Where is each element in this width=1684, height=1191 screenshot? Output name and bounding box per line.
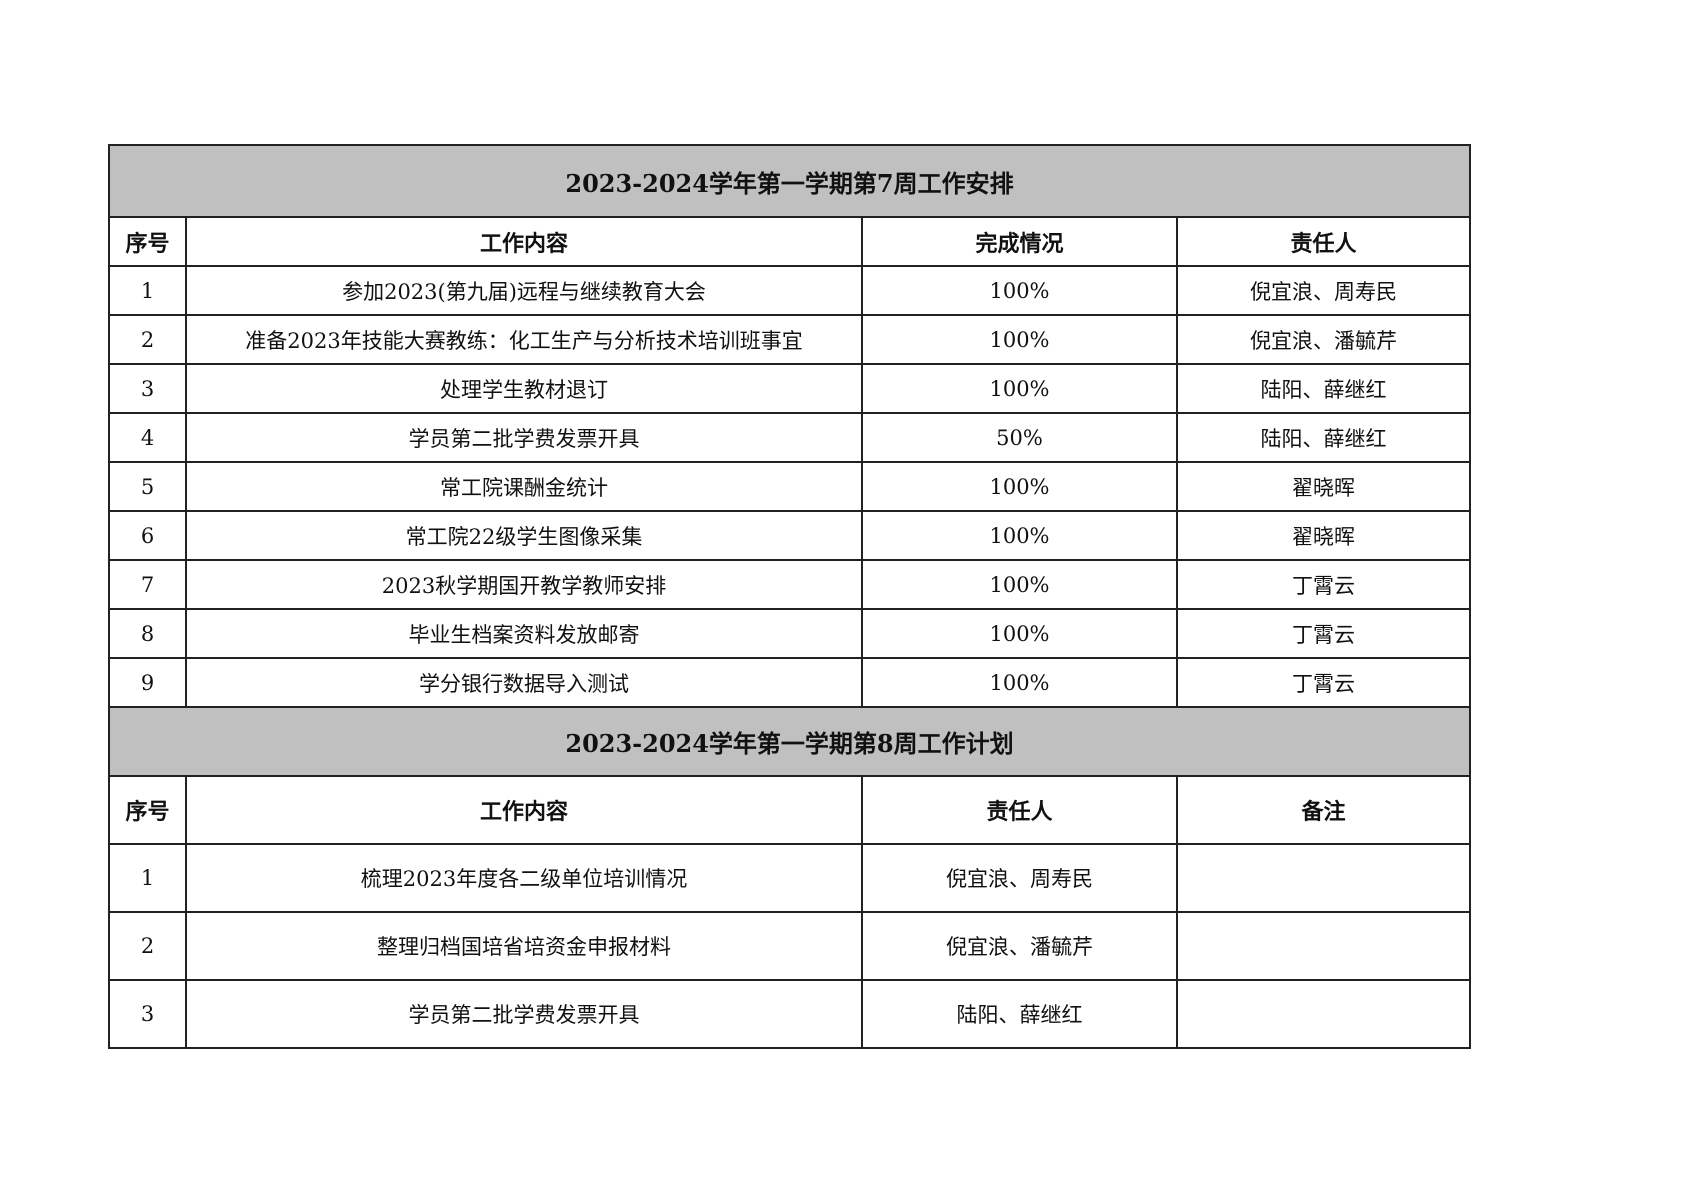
column-header: 责任人 — [861, 775, 1178, 845]
table-row: 5 常工院课酬金统计 100% 翟晓晖 — [108, 461, 1472, 512]
week8-header-row: 序号 工作内容 责任人 备注 — [108, 775, 1472, 845]
week8-title-row: 2023-2024学年第一学期第8周工作计划 — [107, 706, 1472, 777]
table-cell: 8 — [108, 608, 187, 659]
table-row: 3 学员第二批学费发票开具 陆阳、薛继红 — [108, 979, 1472, 1049]
table-cell: 陆阳、薛继红 — [1175, 363, 1472, 414]
table-cell: 100% — [861, 265, 1178, 316]
table-row: 2 整理归档国培省培资金申报材料 倪宜浪、潘毓芹 — [108, 911, 1472, 981]
table-row: 9 学分银行数据导入测试 100% 丁霄云 — [108, 657, 1472, 708]
table-row: 2 准备2023年技能大赛教练：化工生产与分析技术培训班事宜 100% 倪宜浪、潘毓芹 — [108, 314, 1472, 365]
table-cell: 倪宜浪、周寿民 — [1175, 265, 1472, 316]
table-cell: 1 — [108, 843, 187, 913]
table-cell: 学员第二批学费发票开具 — [185, 979, 863, 1049]
table-cell: 100% — [861, 657, 1178, 708]
table-cell: 倪宜浪、周寿民 — [861, 843, 1178, 913]
table-cell: 丁霄云 — [1175, 608, 1472, 659]
table-cell — [1175, 843, 1472, 913]
table-cell: 3 — [108, 363, 187, 414]
table-cell: 100% — [861, 559, 1178, 610]
table-cell: 1 — [108, 265, 187, 316]
column-header: 备注 — [1175, 775, 1472, 845]
table-row: 1 参加2023(第九届)远程与继续教育大会 100% 倪宜浪、周寿民 — [108, 265, 1472, 316]
work-schedule-table: 2023-2024学年第一学期第7周工作安排 序号 工作内容 完成情况 责任人 1 参加20… — [107, 144, 1472, 1049]
section-title: 2023-2024学年第一学期第7周工作安排 — [107, 144, 1472, 218]
table-cell: 学分银行数据导入测试 — [185, 657, 863, 708]
table-row: 1 梳理2023年度各二级单位培训情况 倪宜浪、周寿民 — [108, 843, 1472, 913]
table-cell — [1175, 911, 1472, 981]
table-cell: 5 — [108, 461, 187, 512]
table-cell: 常工院22级学生图像采集 — [185, 510, 863, 561]
table-cell: 参加2023(第九届)远程与继续教育大会 — [185, 265, 863, 316]
table-cell: 2 — [108, 911, 187, 981]
column-header: 工作内容 — [185, 216, 863, 267]
table-cell: 100% — [861, 510, 1178, 561]
table-cell: 倪宜浪、潘毓芹 — [861, 911, 1178, 981]
table-row: 6 常工院22级学生图像采集 100% 翟晓晖 — [108, 510, 1472, 561]
table-cell: 100% — [861, 461, 1178, 512]
table-cell: 倪宜浪、潘毓芹 — [1175, 314, 1472, 365]
column-header: 序号 — [108, 775, 187, 845]
column-header: 序号 — [108, 216, 187, 267]
table-cell: 7 — [108, 559, 187, 610]
table-row: 7 2023秋学期国开教学教师安排 100% 丁霄云 — [108, 559, 1472, 610]
table-cell: 4 — [108, 412, 187, 463]
table-cell: 翟晓晖 — [1175, 461, 1472, 512]
table-cell: 丁霄云 — [1175, 657, 1472, 708]
week7-header-row: 序号 工作内容 完成情况 责任人 — [108, 216, 1472, 267]
table-row: 3 处理学生教材退订 100% 陆阳、薛继红 — [108, 363, 1472, 414]
table-cell: 3 — [108, 979, 187, 1049]
table-cell: 处理学生教材退订 — [185, 363, 863, 414]
week7-title-row: 2023-2024学年第一学期第7周工作安排 — [107, 144, 1472, 218]
table-cell: 50% — [861, 412, 1178, 463]
table-cell: 2 — [108, 314, 187, 365]
table-cell: 翟晓晖 — [1175, 510, 1472, 561]
table-cell: 100% — [861, 314, 1178, 365]
column-header: 工作内容 — [185, 775, 863, 845]
table-cell: 100% — [861, 363, 1178, 414]
table-row: 8 毕业生档案资料发放邮寄 100% 丁霄云 — [108, 608, 1472, 659]
table-row: 4 学员第二批学费发票开具 50% 陆阳、薛继红 — [108, 412, 1472, 463]
table-cell: 常工院课酬金统计 — [185, 461, 863, 512]
table-cell: 丁霄云 — [1175, 559, 1472, 610]
table-cell: 梳理2023年度各二级单位培训情况 — [185, 843, 863, 913]
table-cell: 陆阳、薛继红 — [861, 979, 1178, 1049]
column-header: 完成情况 — [861, 216, 1178, 267]
table-cell: 9 — [108, 657, 187, 708]
table-cell — [1175, 979, 1472, 1049]
table-cell: 100% — [861, 608, 1178, 659]
column-header: 责任人 — [1175, 216, 1472, 267]
table-cell: 整理归档国培省培资金申报材料 — [185, 911, 863, 981]
table-cell: 毕业生档案资料发放邮寄 — [185, 608, 863, 659]
table-cell: 陆阳、薛继红 — [1175, 412, 1472, 463]
table-cell: 6 — [108, 510, 187, 561]
table-cell: 学员第二批学费发票开具 — [185, 412, 863, 463]
section-title: 2023-2024学年第一学期第8周工作计划 — [107, 706, 1472, 777]
table-cell: 2023秋学期国开教学教师安排 — [185, 559, 863, 610]
table-cell: 准备2023年技能大赛教练：化工生产与分析技术培训班事宜 — [185, 314, 863, 365]
